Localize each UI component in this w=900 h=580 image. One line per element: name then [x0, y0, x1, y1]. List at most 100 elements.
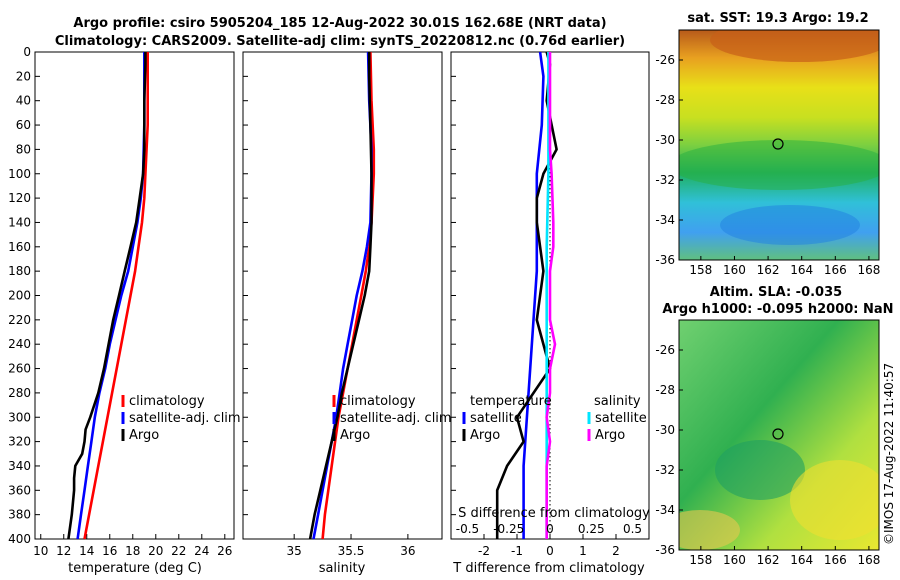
x-tick-label: 24 [194, 544, 209, 558]
series-line-climatology [321, 51, 376, 540]
sla-map-subtitle: Argo h1000: -0.095 h2000: NaN [662, 302, 893, 317]
map-y-tick-label: -26 [655, 343, 675, 357]
legend-t-argo-label: Argo [470, 428, 500, 443]
sst-argo-position-marker [772, 138, 784, 150]
map-x-tick-label: 168 [857, 553, 880, 567]
legend-t-satellite-label: satellite [470, 411, 522, 426]
map-y-tick-label: -34 [655, 503, 675, 517]
map-y-tick-label: -32 [655, 463, 675, 477]
difference-legend: temperature satellite Argo salinity sate… [462, 394, 647, 443]
s-tick-label: 0 [546, 522, 554, 536]
map-x-tick-label: 164 [790, 263, 813, 277]
figure-title-line2: Climatology: CARS2009. Satellite-adj cli… [55, 34, 625, 49]
series-line-salinity-argo [545, 52, 557, 539]
map-x-tick-label: 162 [757, 263, 780, 277]
temperature-panel-frame [34, 51, 235, 540]
map-x-tick-label: 164 [790, 553, 813, 567]
series-line-argo [67, 52, 147, 540]
sla-argo-position-marker [772, 428, 784, 440]
series-line-salinity-satellite [545, 52, 550, 539]
x-tick-label: 36 [400, 544, 415, 558]
sla-map-frame [678, 319, 880, 551]
legend-temperature-title: temperature [470, 394, 552, 409]
y-tick-label: 180 [8, 264, 31, 278]
x-tick-label: 12 [56, 544, 71, 558]
x-tick-label: 22 [171, 544, 186, 558]
sla-yellow-patch [790, 460, 879, 540]
x-tick-label: 1 [579, 544, 587, 558]
map-y-tick-label: -30 [655, 423, 675, 437]
series-line-argo [308, 52, 373, 540]
map-x-tick-label: 162 [757, 553, 780, 567]
difference-top-label: S difference from climatology [458, 506, 650, 521]
map-y-tick-label: -26 [655, 53, 675, 67]
map-y-tick-label: -36 [655, 543, 675, 557]
legend-s-satellite-label: satellite [595, 411, 647, 426]
salinity-chart: 35 35.5 36 [243, 51, 416, 558]
map-y-tick-label: -36 [655, 253, 675, 267]
difference-x-label: T difference from climatology [452, 561, 645, 576]
map-x-tick-label: 160 [723, 553, 746, 567]
sst-warm-patch [710, 30, 879, 62]
y-tick-label: 260 [8, 362, 31, 376]
salinity-x-label: salinity [319, 561, 366, 576]
map-x-tick-label: 158 [689, 553, 712, 567]
x-tick-label: 2 [612, 544, 620, 558]
map-y-tick-label: -32 [655, 173, 675, 187]
y-tick-label: 40 [16, 94, 31, 108]
y-tick-label: 200 [8, 289, 31, 303]
legend-argo-label: Argo [129, 428, 159, 443]
x-tick-label: -2 [478, 544, 490, 558]
x-tick-label: 14 [79, 544, 94, 558]
salinity-legend: climatology satellite-adj. clim Argo [332, 394, 452, 443]
s-tick-label: 0.5 [623, 522, 642, 536]
x-tick-label: 35.5 [338, 544, 365, 558]
salinity-panel-frame [242, 51, 443, 540]
map-x-tick-label: 160 [723, 263, 746, 277]
map-y-tick-label: -34 [655, 213, 675, 227]
y-tick-label: 320 [8, 435, 31, 449]
map-y-tick-label: -30 [655, 133, 675, 147]
temperature-x-label: temperature (deg C) [68, 561, 202, 576]
x-tick-label: 0 [546, 544, 554, 558]
series-line-climatology [83, 52, 149, 540]
temperature-legend: climatology satellite-adj. clim Argo [121, 394, 241, 443]
map-y-tick-label: -28 [655, 383, 675, 397]
y-tick-label: 220 [8, 313, 31, 327]
y-tick-label: 400 [8, 532, 31, 546]
sla-map-ticks: 158 160 162 164 166 168 -26 -28 -30 -32 -34 -36 [655, 343, 880, 567]
figure-title-line1: Argo profile: csiro 5905204_185 12-Aug-2… [73, 16, 606, 31]
sla-dark-patch [715, 440, 805, 500]
difference-chart: -2 -1 0 1 2 -0.5 -0.25 0 0.25 0.5 [451, 51, 642, 558]
y-tick-label: 140 [8, 215, 31, 229]
y-tick-label: 360 [8, 483, 31, 497]
x-tick-label: 20 [148, 544, 163, 558]
map-x-tick-label: 166 [824, 263, 847, 277]
legend-s-argo-label: Argo [595, 428, 625, 443]
map-x-tick-label: 158 [689, 263, 712, 277]
series-line-satellite-adj-clim [76, 52, 146, 540]
sla-map-title: Altim. SLA: -0.035 [710, 285, 842, 300]
sst-map-frame [678, 29, 880, 261]
sst-green-band [679, 140, 879, 190]
y-tick-label: 120 [8, 191, 31, 205]
map-y-tick-label: -28 [655, 93, 675, 107]
y-tick-label: 20 [16, 69, 31, 83]
temperature-chart: 10 12 14 16 18 20 22 24 260204060801001201401601… [8, 45, 232, 558]
x-tick-label: 26 [217, 544, 232, 558]
legend-argo-label: Argo [340, 428, 370, 443]
series-line-satellite-adj-clim [312, 51, 373, 540]
sst-map [679, 30, 879, 260]
x-tick-label: 16 [102, 544, 117, 558]
sst-map-title: sat. SST: 19.3 Argo: 19.2 [687, 11, 868, 26]
y-tick-label: 280 [8, 386, 31, 400]
x-tick-label: 35 [287, 544, 302, 558]
y-tick-label: 240 [8, 337, 31, 351]
y-tick-label: 60 [16, 118, 31, 132]
series-line-temperature-satellite [522, 51, 545, 539]
legend-satellite-label: satellite-adj. clim [129, 411, 241, 426]
legend-salinity-title: salinity [594, 394, 641, 409]
x-tick-label: -1 [511, 544, 523, 558]
map-x-tick-label: 166 [824, 553, 847, 567]
